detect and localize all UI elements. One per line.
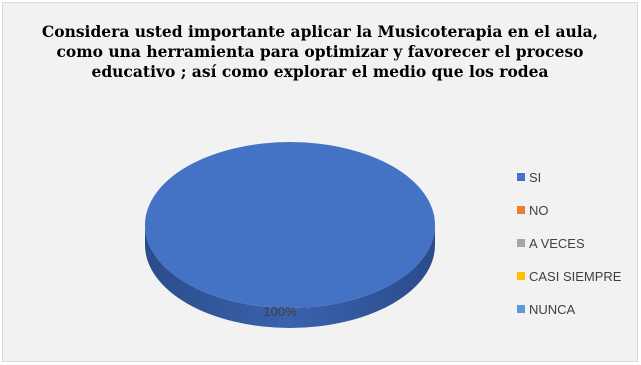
legend-swatch (517, 272, 525, 280)
legend-label: NUNCA (529, 301, 576, 317)
legend-item: CASI SIEMPRE (517, 267, 621, 285)
legend-swatch (517, 173, 525, 181)
pie-slice-side (145, 225, 435, 328)
legend-item: SI (517, 168, 621, 186)
data-label: 100% (263, 304, 297, 319)
chart-title: Considera usted importante aplicar la Mu… (41, 22, 599, 81)
legend-item: NUNCA (517, 300, 621, 318)
legend-label: NO (529, 202, 549, 218)
legend-swatch (517, 239, 525, 247)
legend-item: NO (517, 201, 621, 219)
legend-label: SI (529, 169, 542, 185)
chart-legend: SI NO A VECES CASI SIEMPRE NUNCA (517, 168, 621, 333)
legend-label: CASI SIEMPRE (529, 268, 622, 284)
pie-slice-si (145, 142, 435, 308)
legend-swatch (517, 206, 525, 214)
legend-item: A VECES (517, 234, 621, 252)
legend-label: A VECES (529, 235, 585, 251)
legend-swatch (517, 305, 525, 313)
